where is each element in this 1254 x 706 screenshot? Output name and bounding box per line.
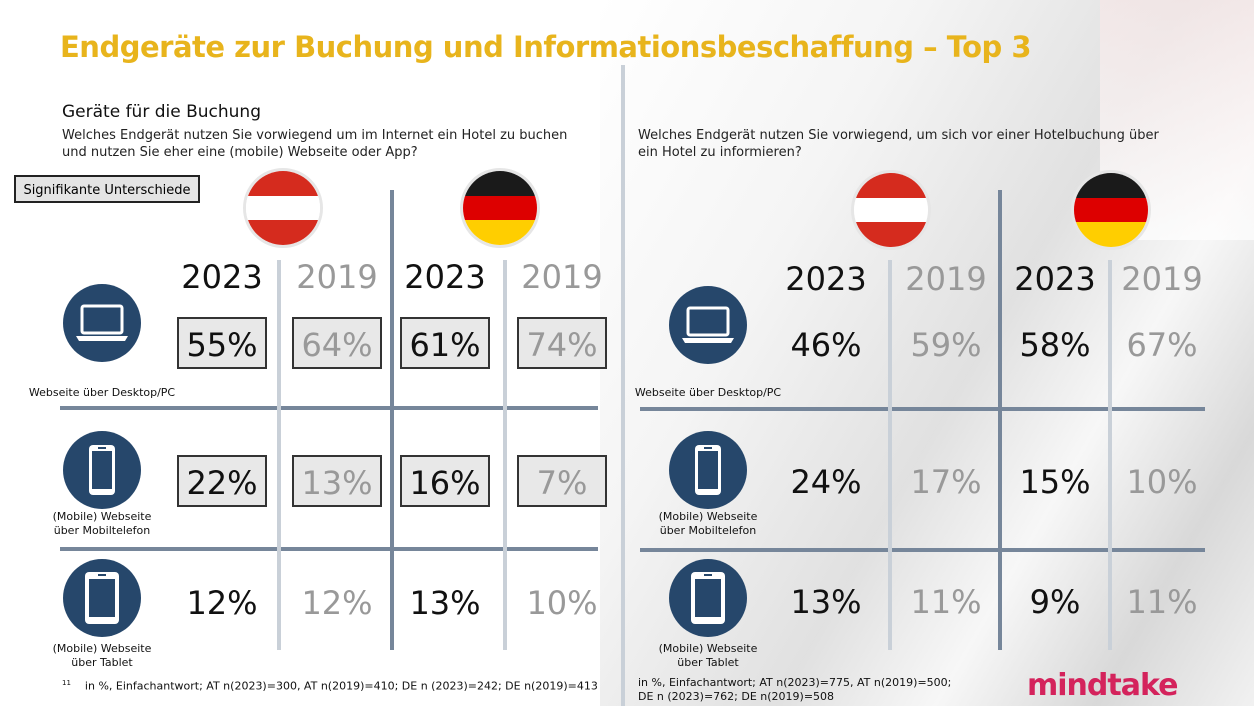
left-column-divider [277, 260, 281, 650]
right-value-cell: 59% [910, 326, 982, 364]
smartphone-icon [63, 431, 141, 509]
right-flag-austria [851, 170, 931, 250]
right-value-cell: 58% [1019, 326, 1091, 364]
left-year-de-2023: 2023 [404, 258, 486, 296]
significant-differences-badge: Signifikante Unterschiede [14, 175, 200, 203]
left-value-cell: 7% [517, 455, 607, 507]
right-value-cell: 24% [790, 463, 862, 501]
left-year-at-2019: 2019 [296, 258, 378, 296]
left-subtitle: Geräte für die Buchung [62, 102, 261, 122]
left-value-cell: 12% [186, 584, 258, 622]
left-flag-austria [243, 168, 323, 248]
right-value-cell: 15% [1019, 463, 1091, 501]
right-row-label: (Mobile) Webseite über Tablet [658, 642, 758, 669]
left-row-divider [60, 406, 598, 410]
right-row-divider [640, 407, 1205, 411]
left-row-label: (Mobile) Webseite über Mobiltelefon [52, 510, 152, 537]
right-value-cell: 11% [910, 583, 982, 621]
left-value-cell: 64% [292, 317, 382, 369]
right-value-cell: 46% [790, 326, 862, 364]
mindtake-logo: mindtake [1027, 668, 1178, 703]
laptop-icon [669, 286, 747, 364]
left-row-divider [60, 547, 598, 551]
left-column-divider [390, 190, 394, 650]
left-footnote: 11 in %, Einfachantwort; AT n(2023)=300,… [62, 676, 598, 694]
left-value-cell: 12% [301, 584, 373, 622]
left-row-label: (Mobile) Webseite über Tablet [52, 642, 152, 669]
right-column-divider [998, 190, 1002, 650]
right-column-divider [1108, 260, 1112, 650]
right-column-divider [888, 260, 892, 650]
right-year-de-2019: 2019 [1121, 260, 1203, 298]
right-flag-germany [1071, 170, 1151, 250]
panel-divider [621, 65, 625, 706]
left-flag-germany [460, 168, 540, 248]
left-year-at-2023: 2023 [181, 258, 263, 296]
right-question: Welches Endgerät nutzen Sie vorwiegend, … [638, 128, 1159, 160]
left-value-cell: 10% [526, 584, 598, 622]
left-row-label: Webseite über Desktop/PC [28, 386, 176, 399]
right-value-cell: 13% [790, 583, 862, 621]
footnote-mark: 11 [62, 679, 71, 687]
left-value-cell: 74% [517, 317, 607, 369]
right-year-at-2023: 2023 [785, 260, 867, 298]
right-value-cell: 17% [910, 463, 982, 501]
left-value-cell: 61% [400, 317, 490, 369]
right-footnote: in %, Einfachantwort; AT n(2023)=775, AT… [638, 676, 952, 703]
smartphone-icon [669, 431, 747, 509]
tablet-icon [669, 559, 747, 637]
right-year-de-2023: 2023 [1014, 260, 1096, 298]
left-value-cell: 13% [409, 584, 481, 622]
right-value-cell: 67% [1126, 326, 1198, 364]
right-row-label: Webseite über Desktop/PC [634, 386, 782, 399]
laptop-icon [63, 284, 141, 362]
left-value-cell: 22% [177, 455, 267, 507]
left-value-cell: 13% [292, 455, 382, 507]
left-footnote-text: in %, Einfachantwort; AT n(2023)=300, AT… [84, 679, 598, 693]
left-question: Welches Endgerät nutzen Sie vorwiegend u… [62, 128, 568, 160]
tablet-icon [63, 559, 141, 637]
right-value-cell: 9% [1029, 583, 1081, 621]
right-year-at-2019: 2019 [905, 260, 987, 298]
right-value-cell: 11% [1126, 583, 1198, 621]
right-value-cell: 10% [1126, 463, 1198, 501]
right-row-label: (Mobile) Webseite über Mobiltelefon [658, 510, 758, 537]
page-title: Endgeräte zur Buchung und Informationsbe… [60, 30, 1032, 64]
left-year-de-2019: 2019 [521, 258, 603, 296]
right-row-divider [640, 548, 1205, 552]
left-value-cell: 55% [177, 317, 267, 369]
left-value-cell: 16% [400, 455, 490, 507]
left-column-divider [503, 260, 507, 650]
